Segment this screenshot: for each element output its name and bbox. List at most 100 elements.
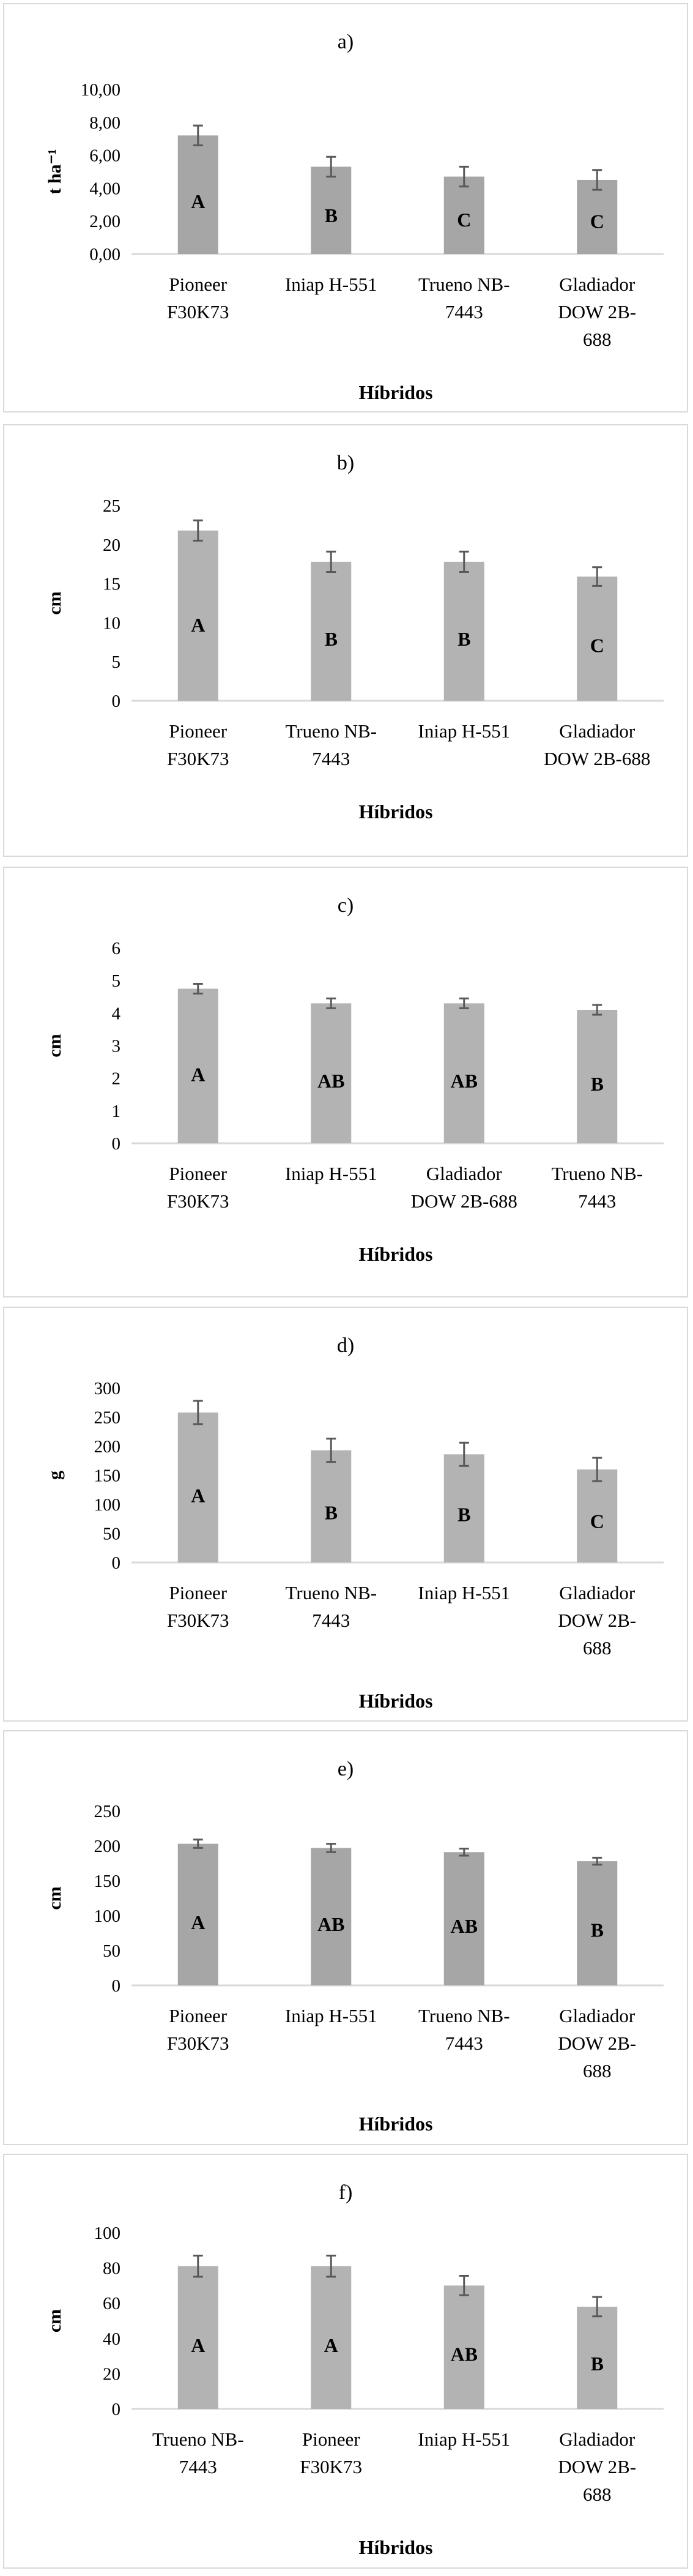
significance-letter: B <box>325 1501 338 1523</box>
bar <box>311 1848 352 1985</box>
y-tick-label: 6 <box>112 939 121 958</box>
x-axis-title: Híbridos <box>359 2113 433 2135</box>
significance-letter: B <box>591 2353 604 2375</box>
y-tick-label: 5 <box>112 971 121 991</box>
chart-panel-c: c) 0 1 2 3 4 5 6 cm A Pioneer F30K73 AB Iniap H-551 AB… <box>3 867 688 1297</box>
chart-panel-d: d) 0 50 100 150 200 250 300 g A Pioneer F30K73 B True… <box>3 1307 688 1722</box>
significance-letter: B <box>458 1503 470 1525</box>
bar <box>577 179 618 254</box>
x-tick-label: Iniap H-551 <box>285 274 377 295</box>
y-tick-label: 0 <box>112 1134 121 1154</box>
bar <box>577 1010 618 1143</box>
x-tick-label: 688 <box>583 329 612 350</box>
y-tick-label: 0 <box>112 692 121 711</box>
x-tick-label: Pioneer <box>169 274 227 295</box>
y-tick-label: 60 <box>103 2294 120 2313</box>
chart-panel-b: b) 0 5 10 15 20 25 cm A Pioneer F30K73 B Trueno NB- 7… <box>3 424 688 857</box>
bar <box>577 1469 618 1562</box>
significance-letter: B <box>591 1073 604 1095</box>
bar <box>311 561 352 701</box>
bar <box>177 1843 218 1985</box>
x-tick-label: Pioneer <box>302 2429 360 2450</box>
error-bar <box>193 1400 203 1425</box>
error-bar <box>193 1839 203 1849</box>
y-tick-label: 150 <box>94 1466 121 1486</box>
bar-chart: e) 0 50 100 150 200 250 cm A Pioneer F30K73 AB Iniap… <box>45 1758 664 2135</box>
y-tick-label: 250 <box>94 1802 121 1821</box>
bar-chart: d) 0 50 100 150 200 250 300 g A Pioneer F30K73 B True… <box>45 1334 664 1712</box>
error-bar <box>592 2296 602 2318</box>
bar <box>577 2306 618 2409</box>
error-bar <box>459 997 469 1009</box>
significance-letter: A <box>191 190 205 212</box>
y-tick-label: 200 <box>94 1437 121 1457</box>
bar <box>311 1003 352 1143</box>
significance-letter: B <box>325 628 338 650</box>
y-axis-title: t ha⁻¹ <box>45 149 65 194</box>
significance-letter: B <box>458 628 470 650</box>
chart-title: b) <box>337 452 354 474</box>
y-axis-title: g <box>45 1471 65 1480</box>
y-tick-label: 50 <box>103 1525 120 1544</box>
bar <box>311 166 352 254</box>
x-tick-label: Trueno NB- <box>152 2429 244 2450</box>
error-bar <box>326 1438 336 1463</box>
y-tick-label: 150 <box>94 1872 121 1891</box>
x-tick-label: Iniap H-551 <box>418 1582 510 1603</box>
error-bar <box>459 165 469 188</box>
bar <box>177 2266 218 2409</box>
significance-letter: A <box>191 1485 205 1507</box>
x-tick-label: Trueno NB- <box>418 274 510 295</box>
x-tick-label: Gladiador <box>559 2005 636 2026</box>
y-tick-label: 100 <box>94 2223 121 2243</box>
error-bar <box>592 1457 602 1482</box>
y-tick-label: 0,00 <box>89 245 120 264</box>
significance-letter: C <box>457 209 471 231</box>
y-tick-label: 10 <box>103 613 120 633</box>
x-tick-label: F30K73 <box>167 748 229 769</box>
significance-letter: AB <box>451 2343 478 2365</box>
bar <box>443 2285 484 2409</box>
y-tick-label: 10,00 <box>81 80 120 100</box>
chart-title: e) <box>338 1758 354 1780</box>
error-bar <box>326 1843 336 1853</box>
error-bar <box>459 550 469 573</box>
bar <box>443 1003 484 1143</box>
y-tick-label: 80 <box>103 2259 120 2279</box>
y-axis-title: cm <box>45 1034 65 1057</box>
x-tick-label: 7443 <box>312 1610 350 1631</box>
chart-title: a) <box>338 31 354 53</box>
error-bar <box>592 169 602 191</box>
significance-letter: AB <box>451 1070 478 1092</box>
significance-letter: A <box>191 1063 205 1085</box>
significance-letter: C <box>590 1510 604 1533</box>
bar-chart: a) 0,00 2,00 4,00 6,00 8,00 10,00 t ha⁻¹ A Pionee… <box>45 31 664 403</box>
x-tick-label: F30K73 <box>300 2456 362 2477</box>
significance-letter: AB <box>317 1070 344 1092</box>
x-tick-label: 7443 <box>445 2033 483 2054</box>
x-tick-label: Iniap H-551 <box>418 2429 510 2450</box>
x-tick-label: 688 <box>583 2484 612 2505</box>
y-tick-label: 40 <box>103 2329 120 2349</box>
error-bar <box>193 982 203 995</box>
x-axis-title: Híbridos <box>359 2536 433 2558</box>
significance-letter: C <box>590 635 604 657</box>
y-tick-label: 20 <box>103 536 120 555</box>
y-tick-label: 20 <box>103 2364 120 2384</box>
error-bar <box>193 124 203 146</box>
bar <box>311 2266 352 2409</box>
bar <box>177 988 218 1143</box>
y-tick-label: 300 <box>94 1379 121 1398</box>
y-tick-label: 4 <box>112 1004 121 1023</box>
y-tick-label: 1 <box>112 1102 121 1121</box>
y-tick-label: 0 <box>112 1553 121 1573</box>
x-tick-label: Gladiador <box>426 1163 503 1184</box>
bar <box>177 1412 218 1562</box>
x-tick-label: Trueno NB- <box>285 1582 377 1603</box>
x-axis-title: Híbridos <box>359 1243 433 1265</box>
x-tick-label: 688 <box>583 1637 612 1659</box>
significance-letter: B <box>591 1919 604 1941</box>
error-bar <box>193 2254 203 2278</box>
x-tick-label: Pioneer <box>169 720 227 742</box>
x-tick-label: 7443 <box>312 748 350 769</box>
